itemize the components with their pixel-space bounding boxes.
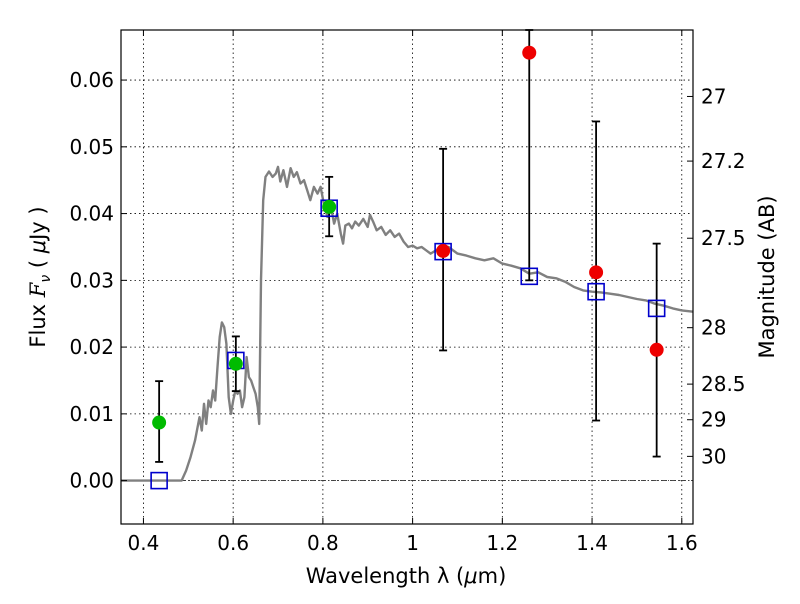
- magnitude-tick-label: 29: [701, 408, 726, 432]
- y-tick-label: 0.06: [69, 68, 114, 92]
- observed-flux-marker: [649, 342, 664, 357]
- y-axis-ticks: 0.00 0.01 0.02 0.03 0.04 0.05 0.06: [69, 68, 127, 493]
- observed-flux-marker: [322, 199, 337, 214]
- x-tick-label: 1.4: [576, 531, 608, 555]
- observed-flux-marker: [436, 243, 451, 258]
- magnitude-tick-label: 27.5: [701, 226, 746, 250]
- x-axis-label: Wavelength λ (μm): [306, 564, 507, 588]
- x-tick-label: 1.6: [666, 531, 698, 555]
- y-tick-label: 0.03: [69, 268, 114, 292]
- magnitude-axis-ticks: 27 27.2 27.5 28 28.5 29 30: [687, 84, 746, 468]
- x-tick-label: 0.4: [128, 531, 160, 555]
- observed-fluxes: [152, 45, 664, 430]
- y-tick-label: 0.02: [69, 335, 114, 359]
- x-tick-label: 1.2: [486, 531, 518, 555]
- model-band-marker: [587, 282, 605, 301]
- x-tick-label: 0.6: [217, 531, 249, 555]
- x-axis-ticks: 0.4 0.6 0.8 1 1.2 1.4 1.6: [128, 30, 698, 555]
- magnitude-axis-label: Magnitude (AB): [755, 195, 779, 358]
- plot-frame: [120, 29, 694, 525]
- observed-flux-marker: [522, 45, 537, 60]
- observed-flux-marker: [152, 415, 167, 430]
- x-tick-label: 1: [406, 531, 419, 555]
- y-tick-label: 0.05: [69, 135, 114, 159]
- model-band-marker: [520, 267, 539, 286]
- observed-flux-marker: [228, 356, 243, 371]
- magnitude-tick-label: 27.2: [701, 149, 746, 173]
- y-tick-label: 0.01: [69, 402, 114, 426]
- model-band-marker: [150, 471, 168, 490]
- y-axis-label: Flux Fν ( μJy ): [26, 206, 54, 347]
- x-tick-label: 0.8: [307, 531, 339, 555]
- observed-flux-marker: [589, 265, 604, 280]
- grid-lines: [121, 30, 693, 524]
- magnitude-tick-label: 30: [701, 444, 726, 468]
- magnitude-tick-label: 27: [701, 84, 726, 108]
- model-band-marker: [434, 242, 452, 261]
- y-tick-label: 0.00: [69, 469, 114, 493]
- magnitude-tick-label: 28: [701, 316, 726, 340]
- model-band-marker: [647, 299, 666, 318]
- magnitude-tick-label: 28.5: [701, 372, 746, 396]
- y-tick-label: 0.04: [69, 202, 114, 226]
